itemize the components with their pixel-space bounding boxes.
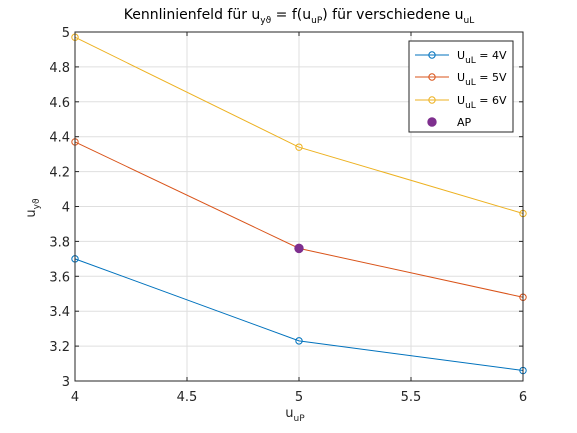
y-tick-label: 4	[62, 201, 70, 216]
y-axis-label: uyϑ	[24, 198, 42, 218]
y-tick-label: 3.4	[49, 305, 70, 320]
x-axis-label: uuP	[285, 406, 305, 424]
chart-title: Kennlinienfeld für uyϑ = f(uuP) für vers…	[124, 7, 474, 26]
y-tick-label: 4.8	[49, 61, 70, 76]
y-tick-label: 5	[62, 26, 70, 41]
legend-marker-ap	[428, 118, 436, 126]
operating-point	[295, 244, 303, 252]
y-tick-label: 3.8	[49, 235, 70, 250]
x-tick-label: 6	[519, 390, 527, 405]
y-tick-label: 3.6	[49, 270, 70, 285]
y-tick-label: 3.2	[49, 340, 70, 355]
x-tick-label: 5	[295, 390, 303, 405]
y-tick-label: 3	[62, 375, 70, 390]
x-tick-label: 5.5	[401, 390, 422, 405]
y-tick-label: 4.4	[49, 131, 70, 146]
legend-label-ap: AP	[457, 116, 472, 129]
y-tick-label: 4.6	[49, 96, 70, 111]
y-tick-label: 4.2	[49, 166, 70, 181]
x-tick-label: 4	[71, 390, 79, 405]
x-tick-label: 4.5	[177, 390, 198, 405]
